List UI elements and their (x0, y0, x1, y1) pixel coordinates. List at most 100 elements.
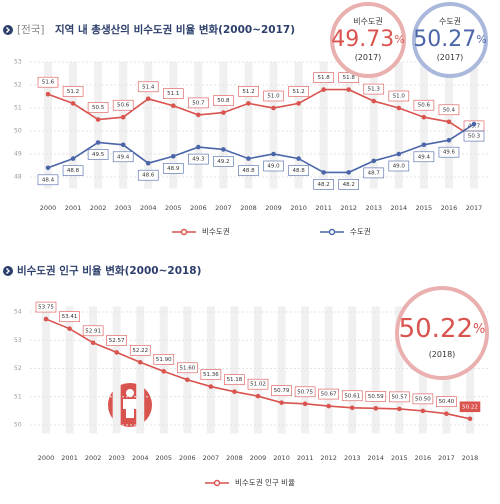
y-tick-label: 52 (14, 365, 22, 372)
x-tick-label: 2005 (156, 454, 173, 462)
value-label: 50.50 (415, 396, 431, 402)
value-label: 51.18 (227, 377, 243, 383)
value-label-box (112, 99, 134, 111)
grid-band (65, 306, 74, 434)
point (349, 405, 355, 411)
x-tick-label: 2001 (65, 204, 82, 212)
point (373, 406, 379, 411)
x-tick-label: 2015 (416, 204, 433, 212)
x-tick-label: 2000 (40, 204, 57, 212)
point (137, 359, 143, 365)
x-tick-label: 2013 (344, 454, 361, 462)
value-label-box (318, 388, 339, 400)
callout-number: 50.27 (413, 27, 476, 52)
point (170, 154, 176, 159)
point (321, 87, 326, 92)
x-tick-label: 2004 (132, 454, 149, 462)
value-label-box (87, 149, 109, 160)
value-label: 51.60 (179, 365, 195, 371)
value-label-box (247, 378, 269, 390)
value-label-box (294, 386, 316, 398)
grid-band (254, 306, 262, 434)
callout-number: 50.22 (399, 314, 473, 344)
value-label-box (363, 83, 385, 95)
value-label-box (388, 90, 410, 102)
x-tick-label: 2001 (61, 454, 78, 462)
y-tick-label: 53 (14, 337, 22, 344)
value-label-box (313, 72, 334, 83)
value-label-box (87, 102, 109, 113)
value-label-box (37, 174, 59, 186)
grid-band (394, 62, 403, 189)
value-label-box (438, 104, 460, 116)
callout-number: 49.73 (331, 27, 394, 52)
value-label: 48.2 (318, 182, 330, 188)
grid-band (119, 62, 128, 189)
point (421, 142, 427, 148)
value-label-box (213, 156, 234, 167)
y-tick-label: 51 (14, 393, 22, 400)
grid-band (194, 62, 203, 189)
callout-ring (330, 2, 406, 78)
value-label: 51.02 (250, 382, 266, 388)
value-label-box (224, 374, 245, 385)
point (196, 144, 201, 150)
x-tick-label: 2018 (462, 454, 479, 462)
grid-band (230, 306, 239, 434)
point (371, 158, 377, 164)
point (346, 170, 352, 175)
bullet (3, 266, 13, 276)
point (271, 105, 276, 111)
point (467, 416, 473, 422)
value-label: 49.0 (393, 164, 406, 170)
value-label: 51.3 (368, 87, 381, 93)
value-label: 50.40 (439, 399, 455, 405)
x-tick-label: 2009 (265, 204, 282, 212)
value-label-box (62, 165, 84, 176)
value-label: 50.5 (92, 105, 105, 111)
point (296, 101, 301, 106)
value-label: 53.75 (38, 305, 54, 311)
value-label-box (388, 160, 410, 172)
value-label-box (153, 354, 175, 365)
value-label: 51.2 (242, 89, 254, 95)
grid-band (169, 62, 178, 189)
callout-value: 49.73% (331, 27, 404, 52)
value-label-box (413, 151, 435, 163)
value-label-box (112, 151, 134, 163)
point (444, 411, 449, 417)
legend-marker (328, 228, 336, 236)
grid-band (269, 62, 278, 189)
point (70, 156, 76, 161)
value-label: 49.3 (192, 157, 205, 163)
value-label: 52.57 (109, 338, 125, 344)
value-label: 51.2 (67, 89, 79, 95)
grid-band (344, 62, 353, 189)
value-label-box (288, 165, 309, 176)
point (246, 101, 251, 106)
value-label: 51.6 (42, 80, 55, 86)
x-tick-label: 2014 (368, 454, 385, 462)
callout-value: 50.27% (413, 27, 486, 52)
grid-band (294, 62, 303, 189)
x-tick-label: 2003 (115, 204, 132, 212)
callout-unit: % (476, 33, 486, 46)
y-tick-label: 51 (14, 105, 22, 112)
value-label: 51.4 (142, 84, 155, 90)
grid-band (277, 306, 286, 434)
point (120, 142, 126, 148)
value-label: 50.8 (217, 98, 230, 104)
value-label-box (137, 81, 159, 93)
grid-band (244, 62, 253, 189)
value-label-box (59, 311, 80, 322)
value-label: 51.0 (267, 94, 280, 100)
value-label-box (412, 393, 434, 405)
grid-band (219, 62, 228, 189)
value-label: 48.8 (242, 168, 255, 174)
series-line (47, 88, 475, 139)
value-label: 50.61 (344, 393, 360, 399)
point (90, 340, 96, 346)
x-tick-label: 2015 (391, 454, 408, 462)
value-label: 50.22 (462, 404, 478, 410)
